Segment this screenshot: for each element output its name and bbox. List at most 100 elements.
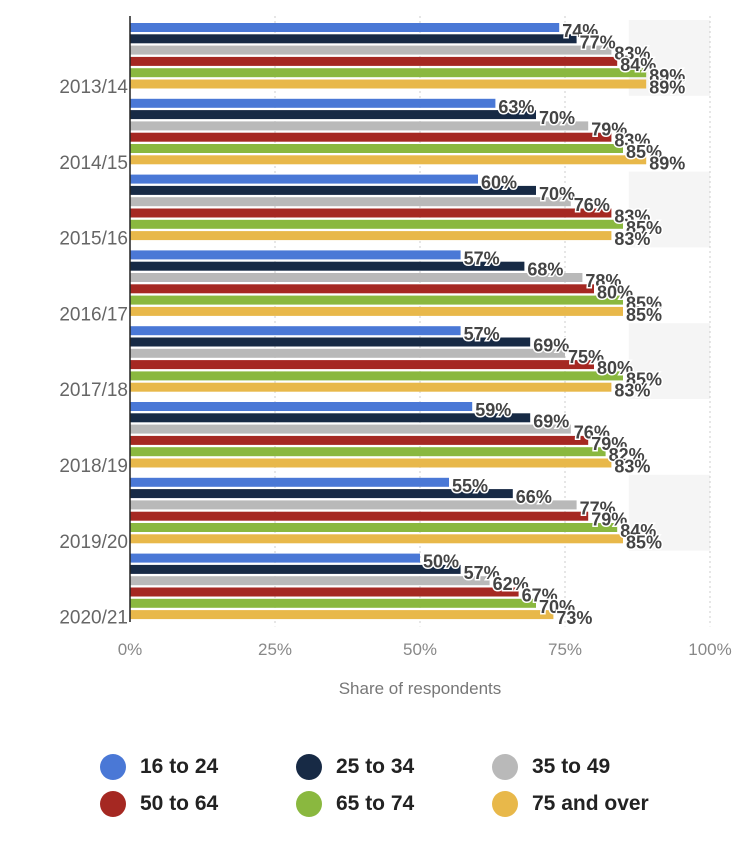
legend-swatch-75-and-over [492,791,518,817]
x-axis-title: Share of respondents [339,679,502,698]
bars [130,23,647,620]
bar [130,208,612,218]
bar [130,534,623,544]
bar [130,413,531,423]
x-tick-label: 0% [118,640,143,659]
y-tick-label: 2018/19 [59,456,128,477]
data-label: 77% [580,32,616,52]
data-label: 85% [626,142,662,162]
bar [130,576,490,586]
bar [130,447,606,457]
data-label: 76% [574,423,610,443]
bar [130,360,594,370]
data-label: 83% [614,44,650,64]
data-label: 59% [475,400,511,420]
data-labels: 74%77%83%84%89%89%63%70%79%83%85%89%60%7… [422,20,687,630]
y-tick-label: 2019/20 [59,532,128,553]
bar [130,306,623,316]
bar [130,79,647,89]
bar [130,587,519,597]
bar [130,34,577,44]
bar [130,402,473,411]
legend-item-25-to-34[interactable]: 25 to 34 [296,754,414,780]
bar [130,284,594,294]
bar [130,155,647,165]
legend-label: 65 to 74 [336,792,415,815]
bar [130,371,623,381]
bar [130,132,612,142]
data-label: 60% [481,173,517,193]
bar [130,382,612,392]
x-axis-ticks: 0% 25% 50% 75% 100% [118,640,732,659]
bar [130,458,612,468]
bar [130,23,560,32]
bar [130,553,420,563]
data-label: 74% [562,21,598,41]
data-label: 62% [493,574,529,594]
data-label: 85% [626,305,662,325]
bar [130,144,623,153]
legend-label: 16 to 24 [140,755,219,778]
data-label: 70% [539,597,575,617]
legend-swatch-35-to-49 [492,754,518,780]
data-label: 68% [527,260,563,280]
data-label: 83% [614,381,650,401]
bar [130,197,571,207]
data-label: 89% [649,66,685,86]
data-label: 77% [580,498,616,518]
bar [130,261,525,271]
bar [130,250,461,260]
y-tick-label: 2017/18 [59,380,128,401]
legend-label: 75 and over [532,792,649,815]
bar [130,511,589,521]
legend-item-16-to-24[interactable]: 16 to 24 [100,754,218,780]
bar [130,110,536,120]
data-label: 85% [626,218,662,238]
bar [130,68,647,78]
bar [130,56,618,66]
data-label: 55% [452,476,488,496]
x-tick-label: 75% [548,640,582,659]
bar [130,185,536,195]
y-tick-label: 2016/17 [59,304,128,325]
data-label: 85% [626,532,662,552]
data-label: 70% [539,184,575,204]
legend-label: 25 to 34 [336,755,415,778]
legend-label: 35 to 49 [532,755,611,778]
bar [130,273,583,282]
data-label: 82% [609,445,645,465]
bar [130,326,461,336]
category-band [628,323,710,399]
y-tick-label: 2014/15 [59,153,128,174]
data-label: 89% [649,153,685,173]
y-axis-ticks: 2013/14 2014/15 2015/16 2016/17 2017/18 2018/… [59,77,128,629]
bar [130,477,449,487]
data-label: 83% [614,229,650,249]
legend-item-50-to-64[interactable]: 50 to 64 [100,791,218,817]
data-label: 80% [597,282,633,302]
legend-item-65-to-74[interactable]: 65 to 74 [296,791,414,817]
bar [130,337,531,347]
legend-item-35-to-49[interactable]: 35 to 49 [492,754,610,780]
bar [130,45,612,55]
bar [130,424,571,434]
bar [130,523,618,532]
data-label: 89% [649,78,685,98]
bar [130,435,589,445]
data-label: 66% [516,487,552,507]
data-label: 83% [614,207,650,227]
bar [130,295,623,305]
data-label: 79% [591,510,627,530]
data-label: 79% [591,434,627,454]
data-label: 84% [620,55,656,75]
data-label: 76% [574,195,610,215]
data-label: 80% [597,358,633,378]
x-tick-label: 25% [258,640,292,659]
bar [130,348,565,358]
data-label: 67% [522,586,558,606]
legend-item-75-and-over[interactable]: 75 and over [492,791,649,817]
bar [130,174,478,184]
bar [130,500,577,510]
bar [130,98,496,108]
bar [130,598,536,608]
